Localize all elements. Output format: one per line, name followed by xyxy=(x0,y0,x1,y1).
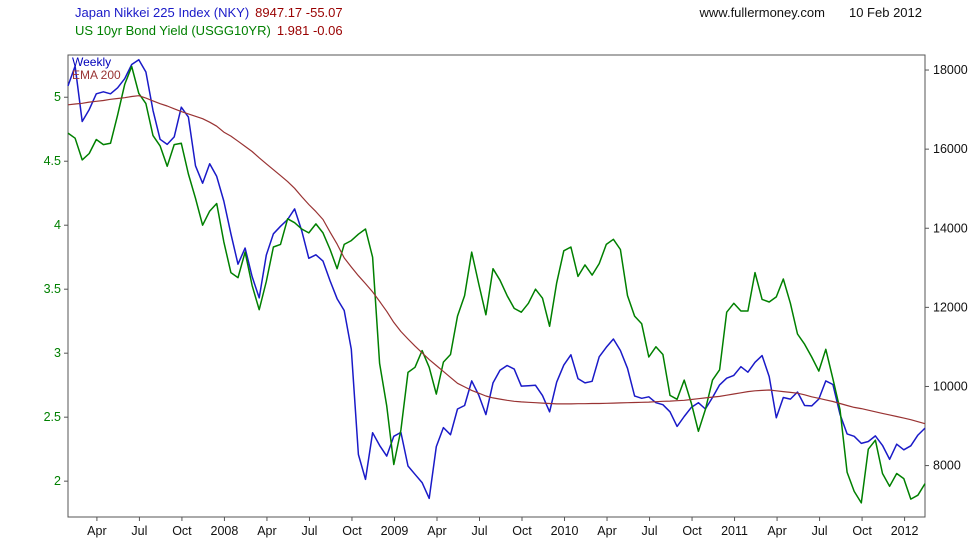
plot-frame xyxy=(67,54,926,518)
right-tick-label: 10000 xyxy=(933,379,968,393)
x-tick-label: 2008 xyxy=(211,524,239,538)
left-tick-label: 4 xyxy=(54,218,61,232)
yield-title-row: US 10yr Bond Yield (USGG10YR) 1.981 -0.06 xyxy=(75,22,343,40)
x-tick-label: 2012 xyxy=(891,524,919,538)
x-tick-label: Jul xyxy=(472,524,488,538)
right-tick-label: 18000 xyxy=(933,63,968,77)
x-tick-label: Apr xyxy=(427,524,446,538)
x-tick-label: Jul xyxy=(301,524,317,538)
x-tick-label: Oct xyxy=(342,524,362,538)
legend-ema: EMA 200 xyxy=(72,68,121,82)
source-block: www.fullermoney.com 10 Feb 2012 xyxy=(700,5,922,20)
left-tick-label: 2 xyxy=(54,474,61,488)
x-tick-label: Oct xyxy=(172,524,192,538)
nikkei-title: Japan Nikkei 225 Index (NKY) xyxy=(75,5,250,20)
left-tick-label: 5 xyxy=(54,90,61,104)
left-tick-label: 2.5 xyxy=(44,410,61,424)
x-tick-label: Oct xyxy=(852,524,872,538)
chart-header: Japan Nikkei 225 Index (NKY) 8947.17 -55.… xyxy=(75,4,343,40)
date-text: 10 Feb 2012 xyxy=(848,5,922,20)
x-tick-label: Jul xyxy=(642,524,658,538)
series-nky xyxy=(67,58,926,500)
x-tick-label: 2011 xyxy=(721,524,748,538)
series-usgg10yr xyxy=(67,65,926,504)
right-tick-label: 16000 xyxy=(933,142,968,156)
series-ema200 xyxy=(67,95,926,425)
x-tick-label: 2009 xyxy=(381,524,409,538)
left-tick-label: 3 xyxy=(54,346,61,360)
x-tick-label: Apr xyxy=(257,524,276,538)
x-tick-label: Apr xyxy=(767,524,786,538)
x-tick-label: Apr xyxy=(597,524,616,538)
site-text: www.fullermoney.com xyxy=(699,5,825,20)
right-tick-label: 14000 xyxy=(933,221,968,235)
yield-value: 1.981 -0.06 xyxy=(276,23,343,38)
x-tick-label: Jul xyxy=(131,524,147,538)
right-tick-label: 8000 xyxy=(933,459,961,473)
left-tick-label: 3.5 xyxy=(44,282,61,296)
left-tick-label: 4.5 xyxy=(44,154,61,168)
nikkei-value: 8947.17 -55.07 xyxy=(255,5,343,20)
x-tick-label: Oct xyxy=(682,524,702,538)
right-tick-label: 12000 xyxy=(933,300,968,314)
x-tick-label: Jul xyxy=(812,524,828,538)
nikkei-title-row: Japan Nikkei 225 Index (NKY) 8947.17 -55.… xyxy=(75,4,343,22)
x-tick-label: 2010 xyxy=(551,524,579,538)
legend-weekly: Weekly xyxy=(72,55,112,69)
yield-title: US 10yr Bond Yield (USGG10YR) xyxy=(75,23,271,38)
x-tick-label: Apr xyxy=(87,524,106,538)
plot-legend: Weekly EMA 200 xyxy=(72,56,121,82)
x-tick-label: Oct xyxy=(512,524,532,538)
